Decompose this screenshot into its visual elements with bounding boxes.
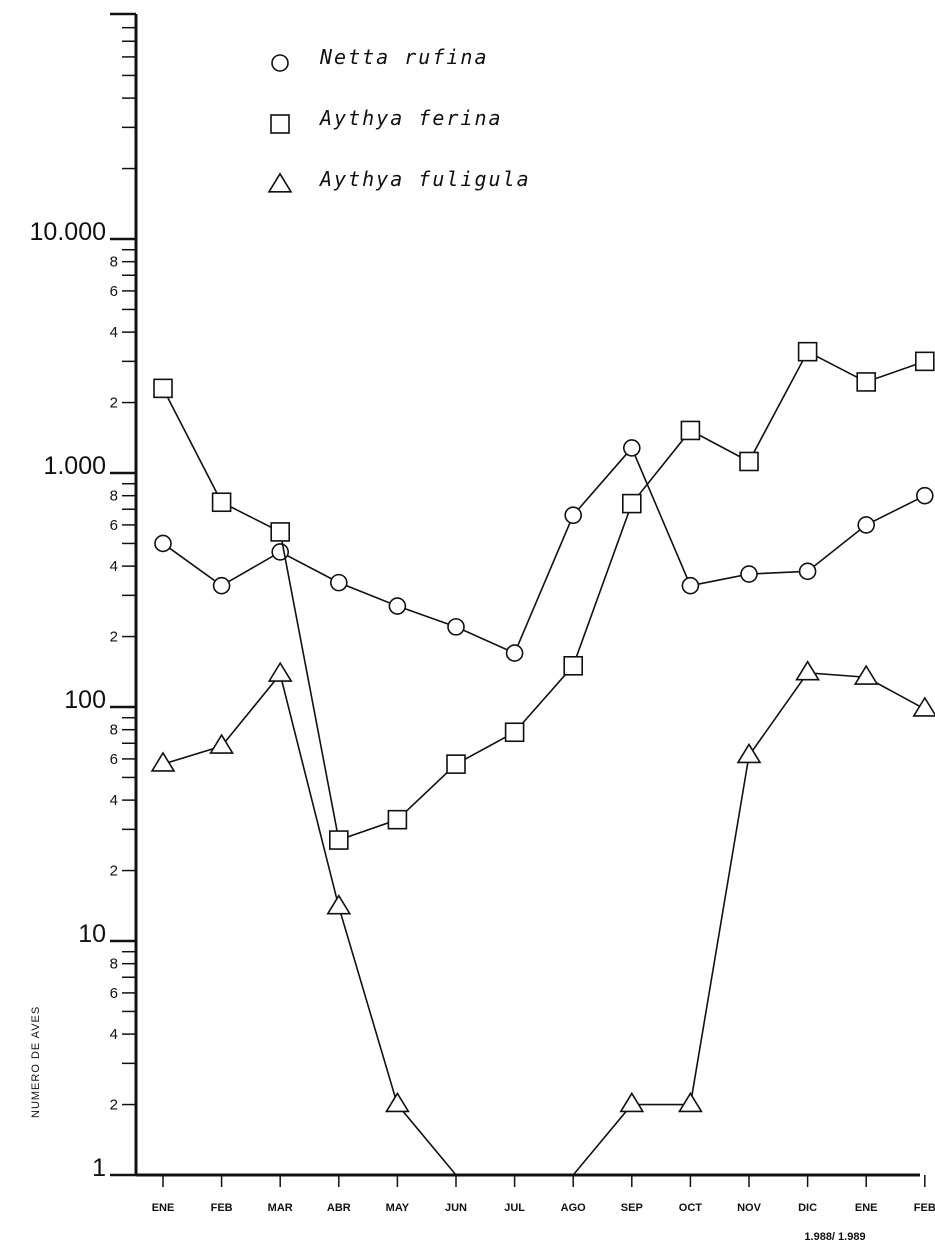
- data-point-square: [270, 522, 291, 542]
- series-triangle: [150, 660, 935, 1176]
- data-point-circle: [740, 565, 758, 583]
- x-tick-label: FEB: [914, 1202, 935, 1214]
- series-line: [162, 446, 926, 655]
- legend-marker-square: [270, 114, 290, 134]
- data-point-circle: [857, 516, 876, 534]
- data-point-triangle: [912, 696, 935, 717]
- legend-label: Netta rufina: [319, 45, 489, 69]
- y-minor-tick-label: 4: [110, 324, 118, 341]
- data-point-square: [856, 372, 877, 392]
- data-point-square: [680, 420, 701, 441]
- data-point-triangle: [619, 1091, 645, 1113]
- x-tick-label: MAY: [386, 1202, 410, 1214]
- data-point-square: [621, 493, 642, 514]
- y-minor-tick-label: 2: [110, 629, 118, 646]
- legend-label: Aythya ferina: [318, 106, 503, 130]
- data-point-circle: [915, 486, 934, 505]
- data-point-circle: [447, 618, 465, 636]
- y-minor-tick-label: 6: [110, 985, 118, 1002]
- y-major-tick-label: 10.000: [30, 218, 106, 246]
- series-layer: [150, 341, 935, 1176]
- data-point-triangle: [267, 661, 293, 682]
- y-minor-tick-label: 8: [110, 488, 118, 505]
- x-tick-label: DIC: [798, 1202, 817, 1214]
- data-point-triangle: [795, 660, 821, 681]
- y-minor-tick-label: 4: [110, 558, 118, 575]
- x-tick-label: SEP: [621, 1202, 643, 1214]
- y-major-tick-label: 1.000: [43, 452, 106, 480]
- data-point-square: [446, 754, 466, 774]
- data-point-circle: [154, 534, 172, 553]
- x-tick-label: ABR: [327, 1202, 351, 1214]
- y-minor-tick-label: 8: [110, 956, 118, 973]
- data-point-circle: [505, 644, 524, 662]
- y-minor-tick-label: 8: [110, 722, 118, 739]
- data-point-triangle: [384, 1091, 410, 1113]
- data-point-circle: [681, 576, 700, 595]
- y-minor-tick-label: 4: [110, 1026, 118, 1043]
- data-point-square: [211, 492, 232, 513]
- y-minor-tick-label: 2: [110, 1097, 118, 1114]
- data-point-square: [387, 809, 408, 830]
- x-tick-label: MAR: [268, 1202, 293, 1214]
- y-axis-label: NUMERO DE AVES: [30, 1006, 42, 1118]
- data-point-circle: [622, 439, 641, 457]
- x-tick-label: JUL: [504, 1202, 525, 1214]
- series-line: [162, 671, 926, 1176]
- y-minor-tick-label: 6: [110, 517, 118, 534]
- y-minor-tick-label: 6: [110, 751, 118, 768]
- x-tick-label: ENE: [152, 1202, 175, 1214]
- x-tick-label: JUN: [445, 1202, 467, 1214]
- x-tick-label: NOV: [737, 1202, 762, 1214]
- legend-marker-triangle: [267, 172, 293, 193]
- x-axis-sublabel: 1.988/ 1.989: [804, 1231, 865, 1242]
- y-minor-tick-label: 2: [110, 395, 118, 412]
- y-major-tick-label: 100: [64, 686, 106, 714]
- y-minor-tick-label: 6: [110, 283, 118, 300]
- series-line: [162, 350, 926, 842]
- data-point-triangle: [209, 733, 235, 754]
- x-tick-label: OCT: [679, 1202, 703, 1214]
- y-major-tick-label: 10: [78, 920, 106, 948]
- y-minor-tick-label: 2: [110, 863, 118, 880]
- data-point-square: [914, 351, 935, 372]
- data-point-square: [797, 341, 818, 362]
- data-point-circle: [329, 573, 348, 592]
- data-point-circle: [564, 506, 583, 525]
- series-circle: [154, 439, 934, 662]
- legend-label: Aythya fuligula: [318, 167, 531, 191]
- data-point-square: [504, 722, 525, 743]
- y-minor-tick-label: 8: [110, 254, 118, 271]
- series-square: [153, 341, 935, 850]
- x-tick-label: FEB: [211, 1202, 233, 1214]
- data-point-square: [739, 451, 759, 472]
- y-major-tick-label: 1: [92, 1154, 106, 1182]
- data-point-triangle: [150, 751, 176, 772]
- data-point-triangle: [736, 742, 762, 764]
- data-point-circle: [388, 597, 407, 615]
- x-tick-label: ENE: [855, 1202, 878, 1214]
- y-minor-tick-label: 4: [110, 792, 118, 809]
- x-tick-label: AGO: [561, 1202, 587, 1214]
- data-point-triangle: [677, 1091, 703, 1113]
- legend: Netta rufina Aythya ferina Aythya fuligula: [267, 45, 531, 193]
- data-point-circle: [798, 562, 817, 581]
- data-point-square: [328, 830, 349, 850]
- data-point-triangle: [853, 664, 879, 685]
- data-point-square: [153, 378, 173, 399]
- legend-marker-circle: [271, 54, 289, 72]
- data-point-triangle: [326, 894, 352, 915]
- data-point-square: [563, 655, 584, 676]
- data-point-circle: [212, 576, 231, 595]
